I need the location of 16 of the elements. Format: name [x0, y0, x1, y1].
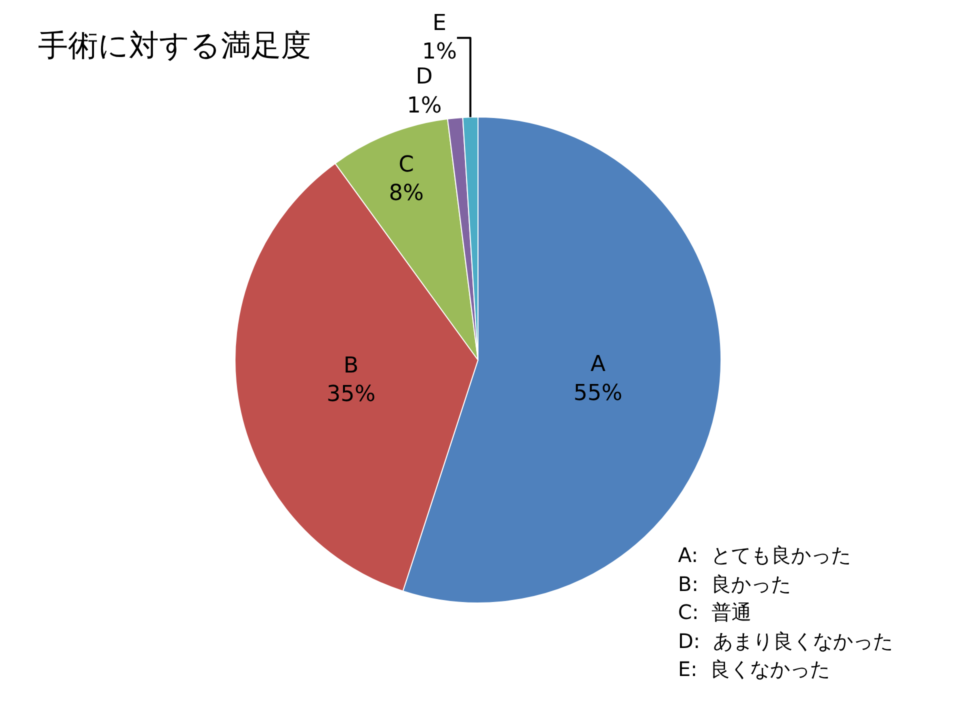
slice-label: E — [432, 11, 446, 36]
data-label: 1% — [406, 93, 442, 118]
slice-label: D — [416, 64, 433, 90]
data-label: 1% — [422, 40, 457, 65]
text: A: とても良かった — [678, 543, 851, 567]
slice-label: C — [398, 152, 414, 178]
text: B: 良かった — [678, 572, 792, 596]
text: 手術に対する満足度 — [38, 28, 311, 64]
data-label: 8% — [388, 180, 424, 206]
text: E: 良くなかった — [678, 657, 830, 681]
text: D: あまり良くなかった — [678, 629, 893, 653]
slice-label: A — [590, 352, 606, 378]
data-label: 55% — [574, 380, 622, 406]
data-label: 35% — [326, 382, 376, 407]
text: C: 普通 — [678, 600, 752, 624]
slice-label: B — [344, 353, 359, 378]
